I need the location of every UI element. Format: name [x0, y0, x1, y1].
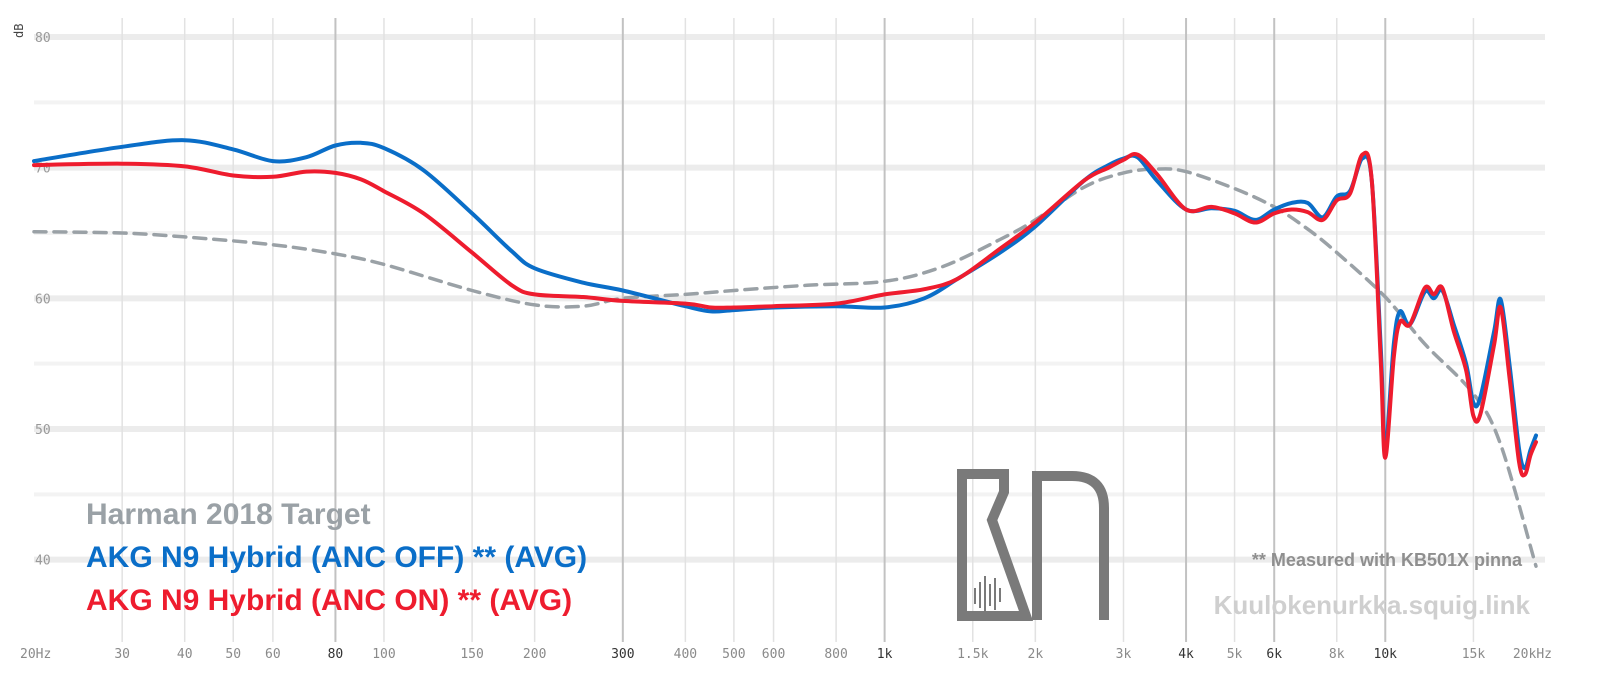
x-tick-label: 500	[722, 647, 745, 662]
x-tick-label: 30	[114, 647, 130, 662]
legend-anc-on[interactable]: AKG N9 Hybrid (ANC ON) ** (AVG)	[86, 584, 572, 617]
x-tick-label: 80	[328, 647, 344, 662]
x-tick-label: 20kHz	[1513, 647, 1552, 662]
x-gridlines	[121, 18, 1475, 642]
x-tick-label: 800	[824, 647, 847, 662]
x-axis-ticks: 20Hz 30 40 50 60 80 100 150 200 300 400 500 600 800 1k…	[20, 647, 1552, 662]
x-tick-label: 8k	[1329, 647, 1345, 662]
x-tick-label: 150	[460, 647, 483, 662]
x-tick-label: 5k	[1227, 647, 1243, 662]
x-tick-label: 4k	[1178, 647, 1194, 662]
x-tick-label: 1.5k	[957, 647, 988, 662]
waveform-icon	[974, 576, 1001, 612]
harman-target-line	[32, 167, 1538, 568]
x-tick-label: 600	[762, 647, 785, 662]
x-tick-label: 6k	[1266, 647, 1282, 662]
x-tick-label: 200	[523, 647, 546, 662]
x-tick-label: 15k	[1462, 647, 1486, 662]
x-tick-label: 40	[177, 647, 193, 662]
x-tick-label: 400	[674, 647, 697, 662]
y-gridlines	[34, 34, 1545, 563]
site-watermark: Kuulokenurkka.squig.link	[1214, 590, 1531, 620]
y-tick-label: 50	[35, 423, 51, 438]
x-tick-label: 60	[265, 647, 281, 662]
legend-anc-off[interactable]: AKG N9 Hybrid (ANC OFF) ** (AVG)	[86, 541, 587, 574]
x-tick-label: 100	[372, 647, 395, 662]
y-axis-label: dB	[12, 24, 26, 38]
y-tick-label: 60	[35, 292, 51, 307]
series-lines	[32, 138, 1538, 568]
x-tick-label: 20Hz	[20, 647, 51, 662]
x-tick-label: 2k	[1028, 647, 1044, 662]
kn-logo-icon	[957, 469, 1109, 621]
x-tick-label: 10k	[1374, 647, 1398, 662]
x-tick-label: 1k	[877, 647, 893, 662]
measurement-note: ** Measured with KB501X pinna	[1252, 550, 1523, 570]
legend-harman-target[interactable]: Harman 2018 Target	[86, 498, 371, 531]
x-tick-label: 3k	[1116, 647, 1132, 662]
anc-on-line	[32, 150, 1538, 478]
x-tick-label: 300	[611, 647, 634, 662]
y-tick-label: 80	[35, 31, 51, 46]
x-tick-label: 50	[225, 647, 241, 662]
y-tick-label: 40	[35, 554, 51, 569]
